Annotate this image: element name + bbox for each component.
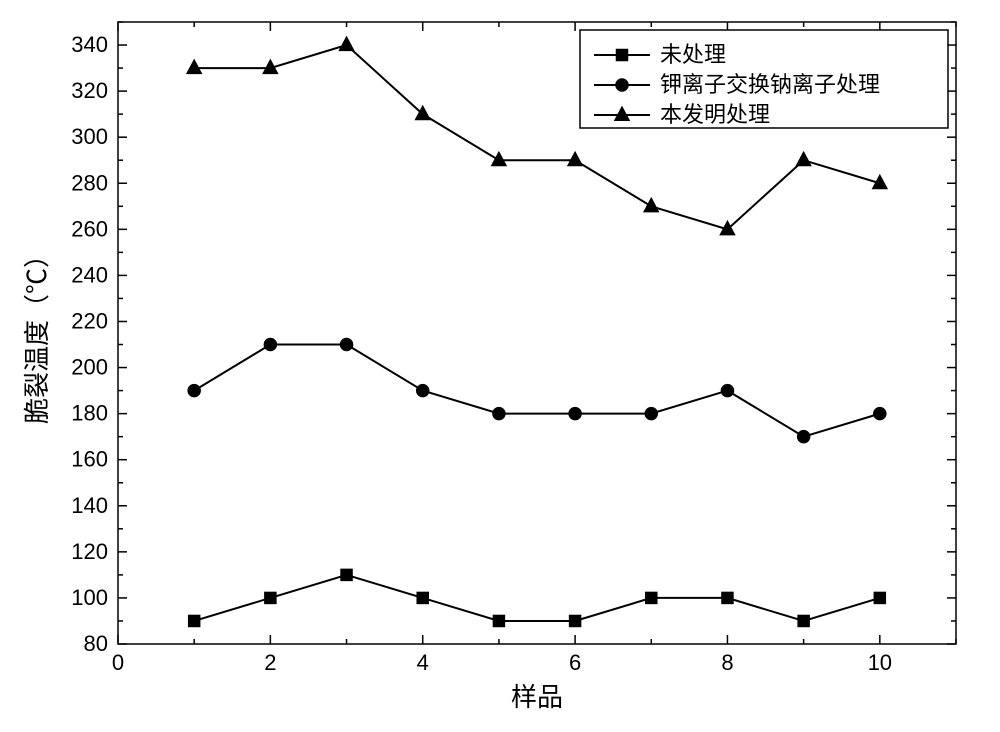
y-tick-label: 280: [71, 170, 108, 195]
y-tick-label: 320: [71, 78, 108, 103]
x-tick-label: 10: [868, 650, 892, 675]
y-tick-label: 120: [71, 539, 108, 564]
y-tick-label: 200: [71, 355, 108, 380]
y-tick-label: 160: [71, 447, 108, 472]
y-tick-label: 180: [71, 401, 108, 426]
series-s1: [189, 569, 886, 626]
x-tick-label: 8: [721, 650, 733, 675]
x-axis-title: 样品: [511, 683, 563, 712]
x-tick-label: 4: [417, 650, 429, 675]
y-tick-label: 100: [71, 585, 108, 610]
y-tick-label: 140: [71, 493, 108, 518]
legend-label: 钾离子交换钠离子处理: [660, 72, 880, 97]
legend: 未处理钾离子交换钠离子处理本发明处理: [580, 30, 948, 128]
legend-label: 未处理: [660, 42, 726, 67]
y-tick-label: 340: [71, 32, 108, 57]
legend-label: 本发明处理: [660, 102, 770, 127]
series-s2: [188, 339, 886, 443]
y-tick-label: 80: [84, 631, 108, 656]
y-tick-label: 260: [71, 216, 108, 241]
x-tick-label: 6: [569, 650, 581, 675]
x-tick-label: 2: [264, 650, 276, 675]
y-axis-title: 脆裂温度（℃）: [23, 242, 52, 424]
chart-svg: 0 2 4 6 8 10 80 100 120 140 160 180 200 220 240 260 280 3…: [0, 0, 1000, 732]
x-tick-label: 0: [112, 650, 124, 675]
y-tick-label: 220: [71, 308, 108, 333]
y-tick-label: 300: [71, 124, 108, 149]
y-tick-label: 240: [71, 262, 108, 287]
